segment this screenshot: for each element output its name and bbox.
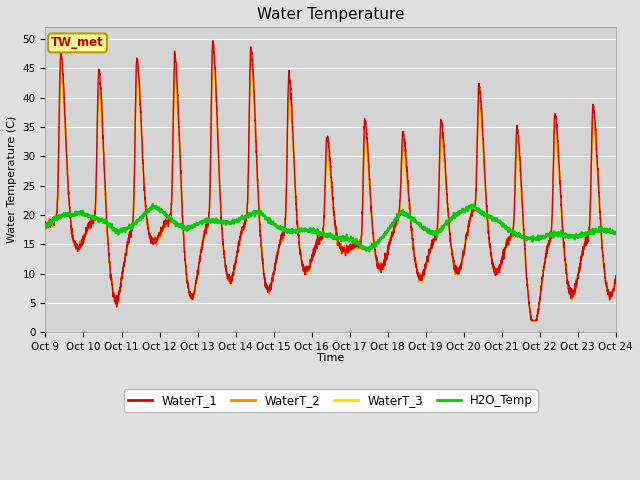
Text: TW_met: TW_met (51, 36, 104, 49)
Title: Water Temperature: Water Temperature (257, 7, 404, 22)
Y-axis label: Water Temperature (C): Water Temperature (C) (7, 116, 17, 243)
X-axis label: Time: Time (317, 353, 344, 363)
Legend: WaterT_1, WaterT_2, WaterT_3, H2O_Temp: WaterT_1, WaterT_2, WaterT_3, H2O_Temp (124, 389, 538, 412)
